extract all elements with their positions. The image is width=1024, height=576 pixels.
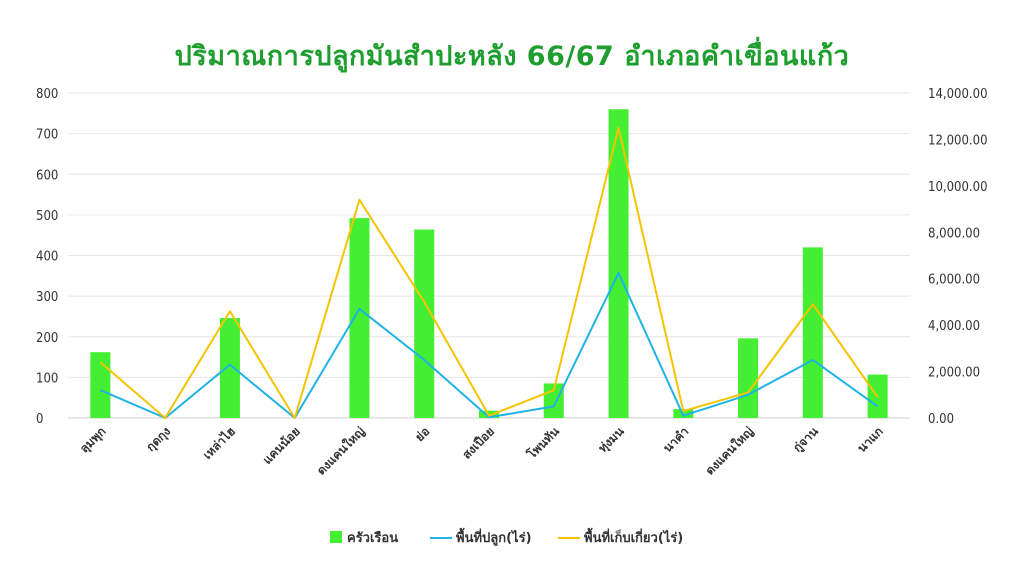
bar	[349, 218, 370, 418]
y-left-tick-label: 300	[36, 290, 58, 305]
y-right-tick-label: 14,000.00	[928, 87, 988, 102]
y-right-tick-label: 0.00	[928, 412, 954, 427]
bar	[608, 109, 629, 418]
y-right-tick-label: 8,000.00	[928, 226, 980, 241]
series-line	[99, 126, 879, 419]
legend-label: พื้นที่เก็บเกี่ยว(ไร่)	[584, 527, 683, 546]
y-left-tick-label: 700	[36, 128, 58, 143]
y-left-tick-label: 400	[36, 250, 58, 265]
x-tick-label: เหล่าไฮ	[200, 424, 239, 463]
y-right-tick-label: 10,000.00	[928, 180, 988, 195]
bar	[90, 352, 111, 418]
y-right-tick-label: 6,000.00	[928, 273, 980, 288]
x-tick-label: ย่อ	[412, 424, 432, 444]
y-left-tick-label: 500	[36, 209, 58, 224]
legend-label: พื้นที่ปลูก(ไร่)	[456, 527, 532, 546]
x-tick-label: ดงแคนใหญ่	[702, 424, 756, 478]
y-left-tick-label: 200	[36, 331, 58, 346]
y-left-tick-label: 600	[36, 168, 58, 183]
series-line	[99, 271, 879, 419]
y-right-tick-label: 2,000.00	[928, 366, 980, 381]
x-tick-label: ดงแคนใหญ่	[313, 424, 367, 478]
y-right-tick-label: 4,000.00	[928, 319, 980, 334]
bar	[802, 247, 823, 418]
legend-swatch	[330, 531, 342, 543]
x-tick-label: ลุมพุก	[77, 424, 109, 456]
y-left-tick-label: 800	[36, 87, 58, 102]
bar	[414, 229, 435, 418]
bar	[219, 318, 240, 418]
x-tick-label: แคนน้อย	[260, 424, 303, 467]
x-tick-label: นาคำ	[661, 424, 692, 455]
x-tick-label: กุดกุง	[143, 424, 174, 455]
x-tick-label: ทุ่งมน	[596, 424, 628, 456]
x-tick-label: นาแก	[855, 424, 886, 455]
bar	[738, 338, 759, 418]
y-left-tick-label: 0	[36, 412, 43, 427]
x-tick-label: โพนทัน	[523, 423, 562, 462]
x-tick-label: กู่จาน	[790, 424, 822, 456]
chart-title: ปริมาณการปลูกมันสำปะหลัง 66/67 อำเภอคำเข…	[174, 41, 850, 72]
y-right-tick-label: 12,000.00	[928, 133, 988, 148]
x-tick-label: สงเปือย	[460, 424, 498, 462]
y-left-tick-label: 100	[36, 371, 58, 386]
legend-label: ครัวเรือน	[347, 530, 398, 546]
